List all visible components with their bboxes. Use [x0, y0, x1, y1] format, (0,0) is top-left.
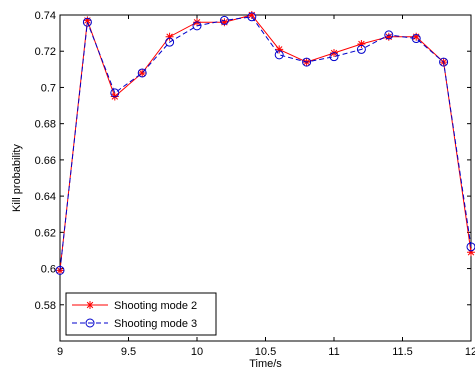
y-tick-label: 0.74 [35, 10, 56, 22]
star-marker [138, 68, 147, 77]
circle-marker [356, 44, 366, 54]
series-2 [55, 12, 475, 275]
y-tick-label: 0.62 [35, 227, 56, 239]
plot-area: 9 9.5 10 10.5 11 11.5 12 0.58 0.6 0.62 0.64 0.66 0.6… [35, 10, 475, 358]
y-tick-label: 0.66 [35, 155, 56, 167]
x-tick-label: 10 [191, 346, 203, 358]
legend-box [65, 292, 217, 336]
circle-marker [329, 52, 339, 62]
x-tick-label: 9.5 [121, 346, 136, 358]
star-marker [384, 32, 393, 41]
star-marker [247, 11, 256, 19]
circle-marker [439, 57, 449, 67]
star-marker [357, 39, 366, 48]
circle-marker [219, 15, 229, 25]
legend-label: Shooting mode 3 [114, 318, 197, 330]
star-marker [83, 16, 92, 25]
legend-label: Shooting mode 2 [114, 300, 197, 312]
circle-marker [384, 30, 394, 40]
plot-frame [59, 14, 472, 342]
y-tick-label: 0.68 [35, 119, 56, 131]
circle-marker [247, 12, 257, 22]
circle-marker [82, 17, 92, 27]
x-axis-title: Time/s [249, 358, 282, 370]
circle-marker [137, 68, 147, 78]
circle-marker [466, 242, 475, 252]
x-tick-label: 9 [57, 346, 63, 358]
circle-marker [192, 21, 202, 31]
x-tick-label: 10.5 [255, 346, 276, 358]
star-marker [165, 32, 174, 41]
y-tick-label: 0.6 [41, 264, 56, 276]
legend: Shooting mode 2 Shooting mode 3 [65, 292, 217, 336]
y-tick-label: 0.58 [35, 300, 56, 312]
y-tick-label: 0.64 [35, 191, 56, 203]
circle-marker [165, 37, 175, 47]
legend-star-marker [86, 301, 94, 309]
series-line [59, 16, 472, 271]
y-tick-label: 0.7 [41, 82, 56, 94]
circle-marker [274, 50, 284, 60]
x-tick-label: 12 [465, 346, 475, 358]
star-marker [412, 32, 421, 41]
star-marker [220, 18, 229, 27]
circle-marker [110, 88, 120, 98]
star-marker [56, 266, 64, 275]
y-axis-title: Kill probability [11, 144, 23, 212]
circle-marker [302, 57, 312, 67]
star-marker [467, 248, 475, 257]
circle-marker [411, 34, 421, 44]
legend-circle-marker [85, 318, 95, 328]
circle-marker [55, 265, 65, 275]
x-tick-label: 11.5 [392, 346, 413, 358]
y-tick-label: 0.72 [35, 46, 56, 58]
star-marker [275, 45, 284, 54]
x-tick-label: 11 [328, 346, 339, 358]
